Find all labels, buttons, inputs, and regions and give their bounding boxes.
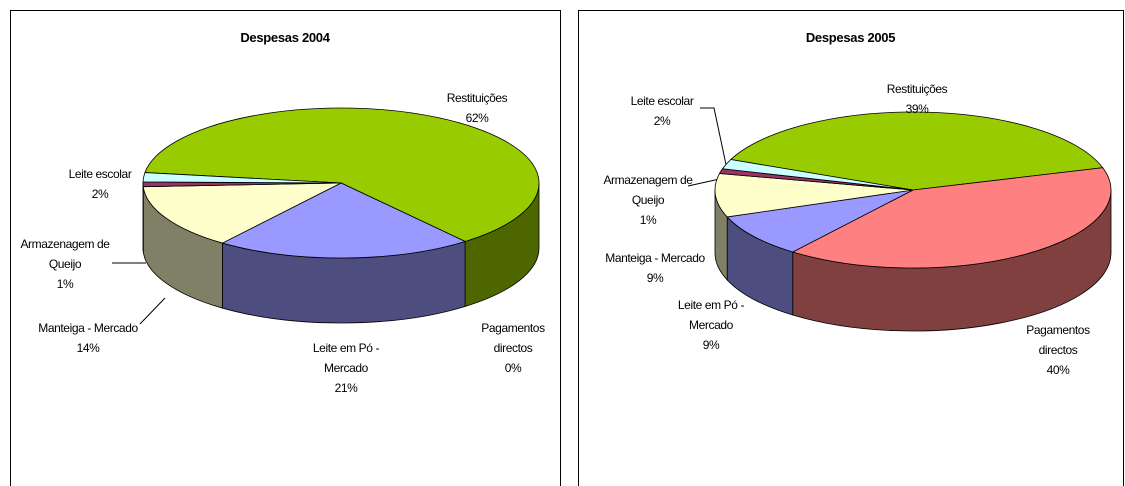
leader-line: [139, 297, 166, 325]
value-label: 1%: [56, 277, 74, 291]
category-label: Leite escolar: [630, 94, 694, 108]
data-label: Leite escolar 2%: [55, 164, 145, 204]
data-label: Manteiga - Mercado 14%: [18, 318, 158, 358]
pie-slice: [221, 182, 467, 259]
pie-slice: [726, 189, 914, 253]
data-label: Leite em Pó - Mercado 21%: [301, 338, 391, 398]
pie-slice: [714, 173, 914, 218]
category-label: Leite em Pó - Mercado: [677, 298, 745, 332]
chart-title: Despesas 2004: [240, 30, 330, 45]
data-label: Pagamentos directos 0%: [478, 318, 548, 378]
value-label: 14%: [76, 341, 100, 355]
value-label: 40%: [1046, 363, 1070, 377]
value-label: 2%: [91, 187, 109, 201]
value-label: 62%: [465, 111, 489, 125]
category-label: Pagamentos directos: [1026, 323, 1090, 357]
chart-title: Despesas 2005: [805, 30, 896, 45]
value-label: 9%: [646, 271, 664, 285]
value-label: 1%: [639, 213, 657, 227]
category-label: Manteiga - Mercado: [38, 321, 138, 335]
value-label: 39%: [905, 102, 929, 116]
data-label: Pagamentos directos 40%: [1023, 320, 1093, 380]
category-label: Leite escolar: [68, 167, 132, 181]
value-label: 21%: [334, 381, 358, 395]
pie-slice: [142, 172, 342, 184]
pie-slice: [791, 167, 1112, 269]
data-label: Leite escolar 2%: [617, 91, 707, 131]
data-label: Restituições 39%: [872, 79, 962, 119]
data-label: Armazenagem de Queijo 1%: [15, 234, 115, 294]
category-label: Armazenagem de Queijo: [603, 173, 693, 207]
category-label: Restituições: [446, 91, 508, 105]
data-label: Restituições 62%: [432, 88, 522, 128]
data-label: Manteiga - Mercado 9%: [595, 248, 715, 288]
leader-line: [700, 107, 729, 175]
pie-slice: [729, 111, 1104, 191]
value-label: 2%: [653, 114, 671, 128]
category-label: Armazenagem de Queijo: [20, 237, 110, 271]
data-label: Leite em Pó - Mercado 9%: [666, 295, 756, 355]
pie-slice: [721, 159, 914, 191]
category-label: Manteiga - Mercado: [605, 251, 705, 265]
pie-slice: [144, 107, 540, 242]
data-label: Armazenagem de Queijo 1%: [598, 170, 698, 230]
pie-slice: [142, 182, 342, 244]
category-label: Leite em Pó - Mercado: [312, 341, 380, 375]
value-label: 9%: [702, 338, 720, 352]
category-label: Restituições: [886, 82, 948, 96]
value-label: 0%: [504, 361, 522, 375]
category-label: Pagamentos directos: [481, 321, 545, 355]
